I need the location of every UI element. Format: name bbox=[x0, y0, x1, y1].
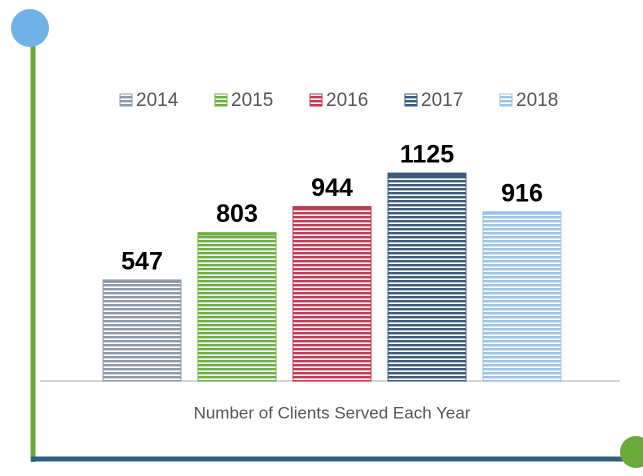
bar-cap bbox=[103, 279, 181, 283]
bar bbox=[292, 206, 372, 382]
bar-cap bbox=[388, 173, 466, 177]
bar bbox=[197, 232, 277, 382]
data-label: 803 bbox=[216, 200, 258, 228]
data-label: 1125 bbox=[400, 141, 454, 169]
bar bbox=[387, 172, 467, 382]
data-label: 547 bbox=[121, 248, 163, 276]
decor-circle bbox=[11, 9, 49, 47]
data-label: 916 bbox=[501, 179, 543, 207]
legend-swatch bbox=[499, 93, 513, 107]
x-axis-category: Number of Clients Served Each Year bbox=[194, 403, 471, 422]
bar bbox=[102, 279, 182, 382]
legend-label: 2016 bbox=[326, 90, 368, 111]
legend-swatch bbox=[119, 93, 133, 107]
legend-label: 2015 bbox=[231, 90, 273, 111]
bar-cap bbox=[198, 232, 276, 236]
legend-label: 2018 bbox=[516, 90, 558, 111]
legend-swatch bbox=[404, 93, 418, 107]
bar-cap bbox=[293, 206, 371, 210]
legend-swatch bbox=[309, 93, 323, 107]
legend-label: 2014 bbox=[136, 90, 179, 111]
bar-cap bbox=[483, 211, 561, 215]
legend-label: 2017 bbox=[421, 90, 463, 111]
decor-circle bbox=[620, 436, 643, 468]
bar bbox=[482, 211, 562, 382]
data-label: 944 bbox=[311, 174, 353, 202]
legend-swatch bbox=[214, 93, 228, 107]
